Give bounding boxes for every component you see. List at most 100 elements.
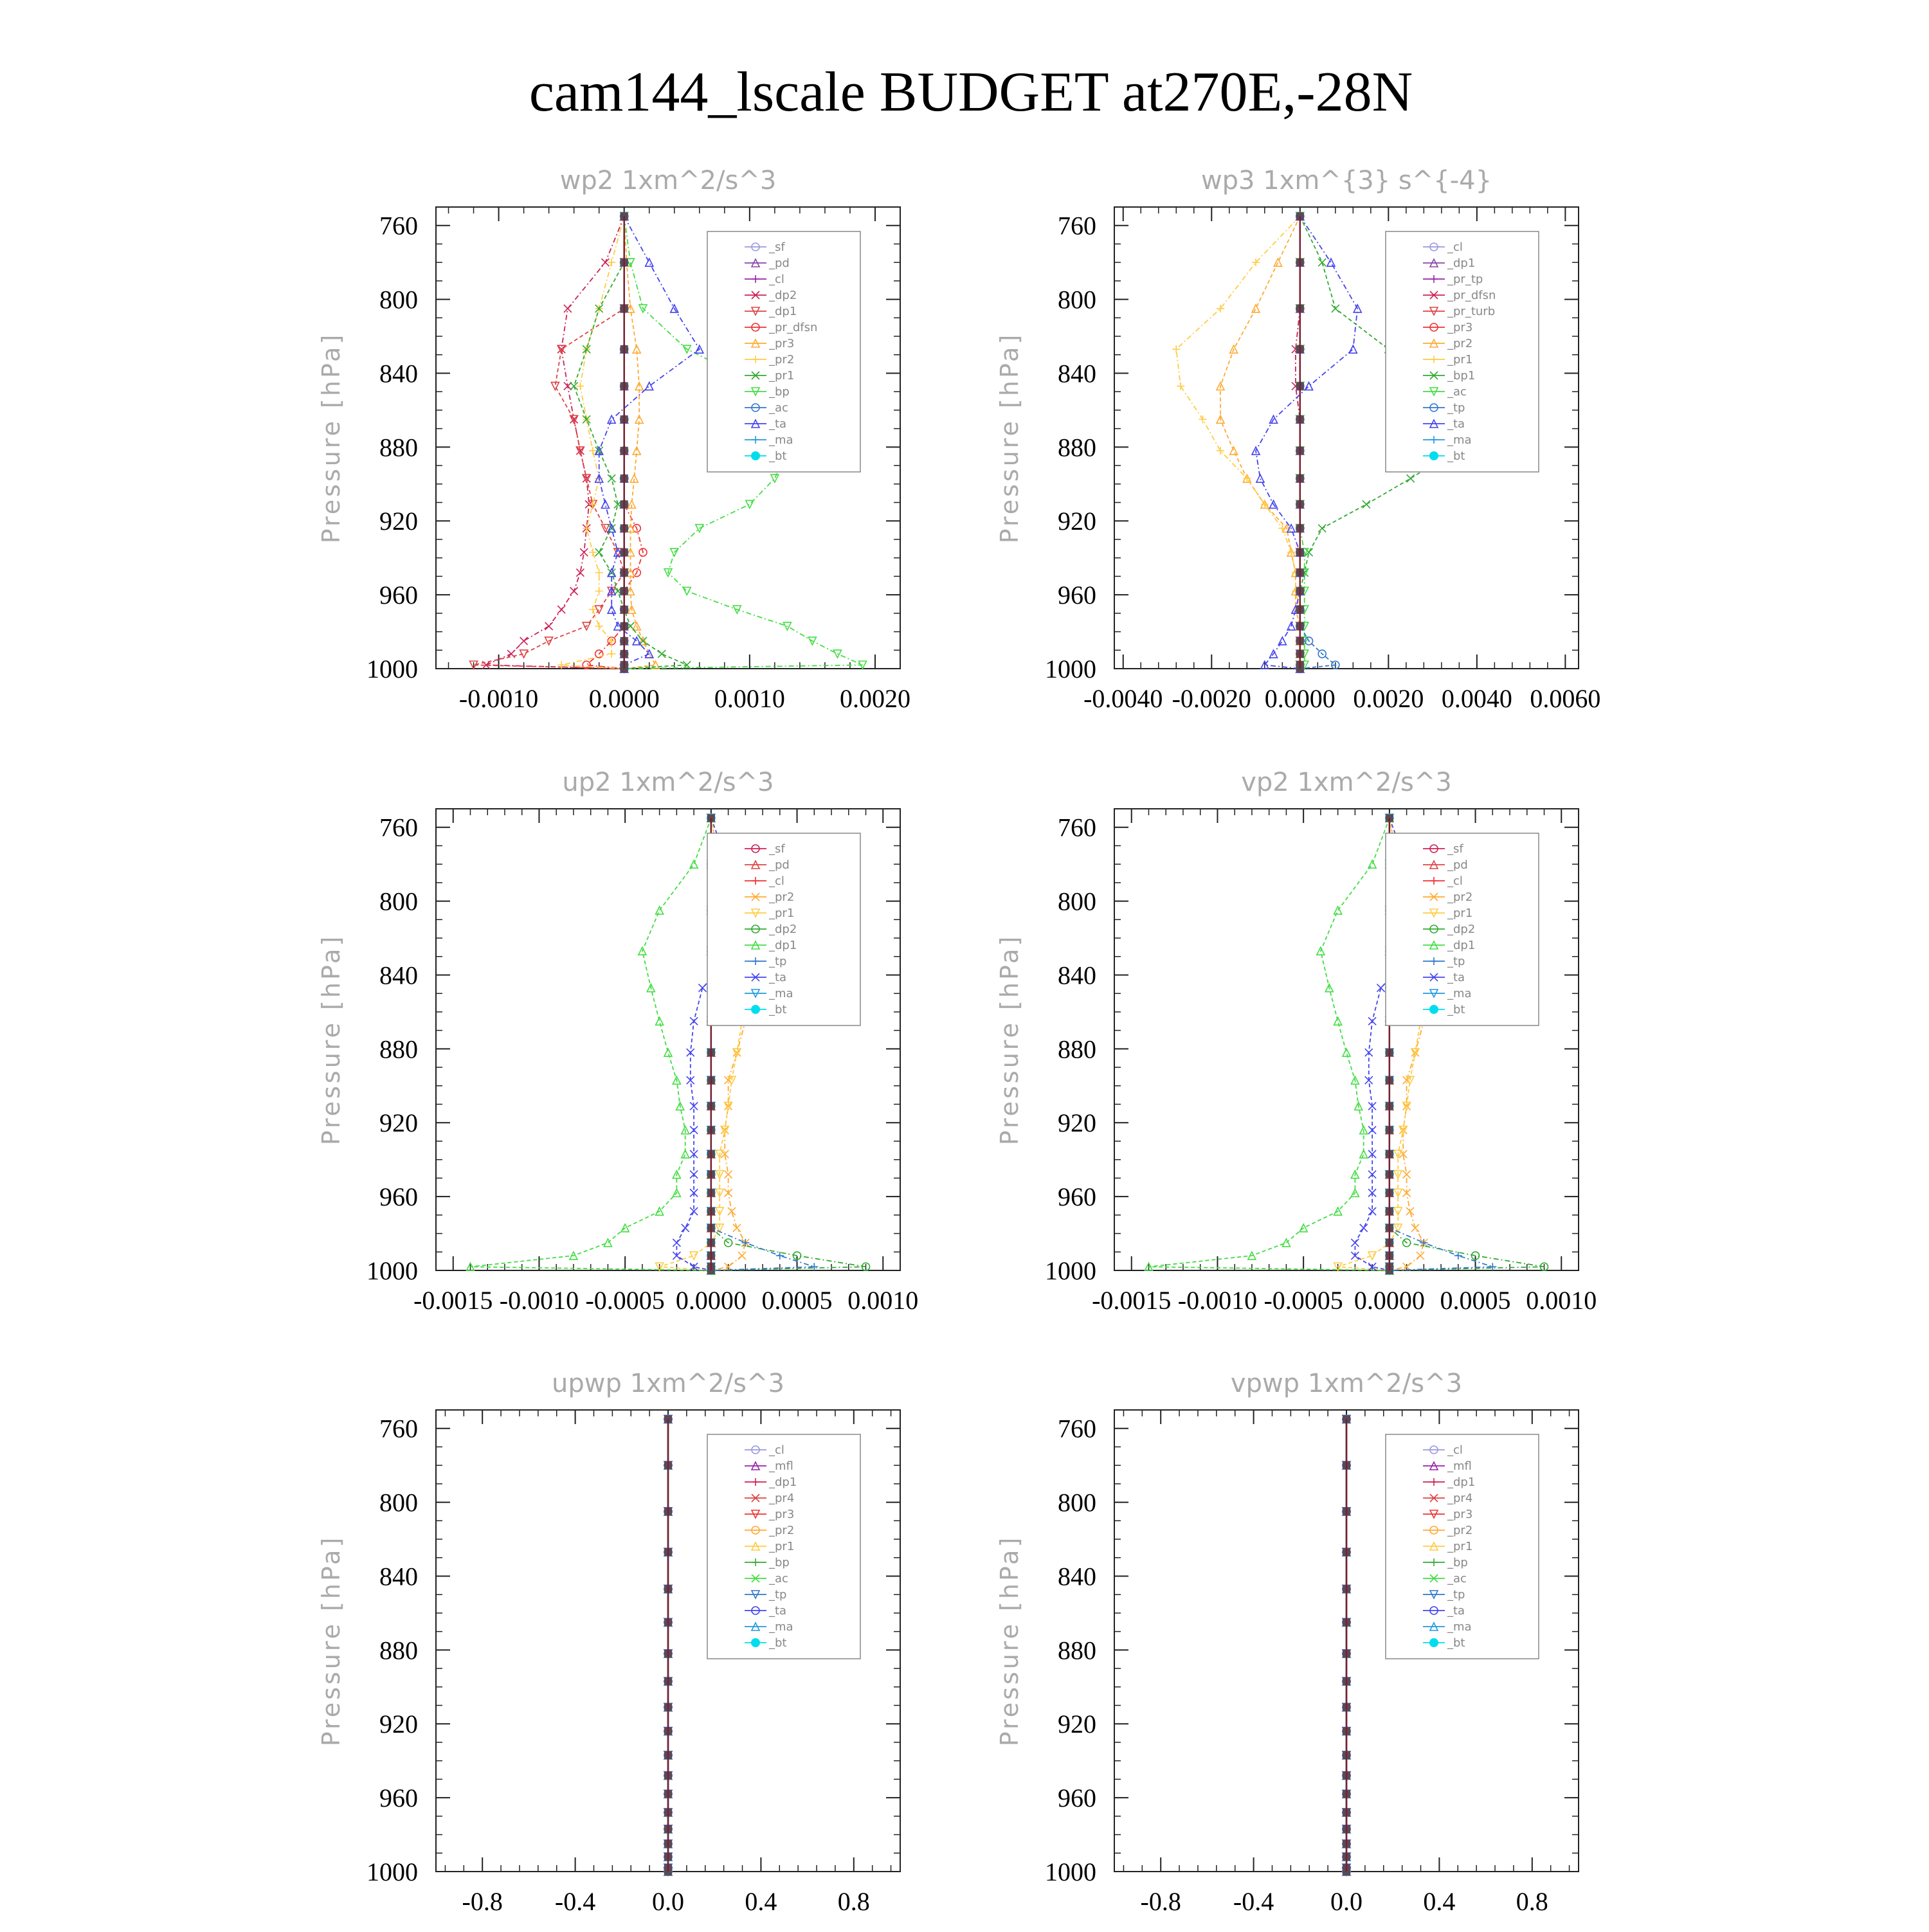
legend-label: _bp (768, 1556, 790, 1569)
series-point-ta (1286, 523, 1296, 533)
legend-marker (1429, 989, 1439, 998)
legend-label: _tp (1447, 1588, 1465, 1602)
x-tick-label: -0.0015 (1092, 1286, 1171, 1315)
legend-label: _bt (1447, 1636, 1465, 1650)
legend-label: _dp2 (768, 289, 797, 302)
x-tick-label: -0.0005 (1263, 1286, 1343, 1315)
legend-marker (752, 1478, 759, 1486)
legend-label: _ta (1447, 971, 1465, 984)
series-point-dp2 (563, 382, 572, 391)
y-tick-label: 760 (379, 1414, 418, 1443)
legend-label: _tp (1447, 401, 1465, 415)
series-point-ta (689, 1170, 698, 1179)
y-tick-label: 920 (1058, 507, 1096, 536)
panel-title: wp3 1xm^{3} s^{-4} (1201, 166, 1492, 195)
series-point-pr3 (634, 414, 644, 424)
chart-panel-4: vp2 1xm^2/s^3 Pressure [hPa] 760 800 840 880 9… (995, 768, 1597, 1315)
series-point-dp1 (675, 1101, 685, 1111)
series-point-dp1 (1333, 905, 1343, 915)
series-point-ta (1348, 344, 1358, 354)
legend-label: _bp1 (1447, 369, 1475, 383)
x-tick-label: 0.4 (1423, 1887, 1455, 1916)
legend-box (707, 1434, 861, 1659)
series-point-pr2 (595, 622, 603, 630)
series-point-pr1 (1393, 1150, 1403, 1159)
panel-title: vpwp 1xm^2/s^3 (1231, 1369, 1462, 1398)
legend-marker (1429, 844, 1438, 853)
legend-label: _pr1 (1447, 907, 1472, 920)
series-point-dp2 (792, 1251, 802, 1260)
series-point-dp1 (1247, 1250, 1257, 1260)
legend-label: _pr1 (1447, 353, 1472, 366)
legend-marker (1429, 242, 1438, 251)
series-point-dp2 (575, 446, 584, 455)
legend-marker (1429, 307, 1439, 316)
series-point-dp2 (570, 586, 579, 595)
legend-marker (1430, 1558, 1438, 1566)
series-point-ta (689, 1016, 698, 1025)
legend-label: _pr3 (768, 1508, 794, 1521)
legend-label: _cl (1447, 240, 1463, 254)
series-point-pr2 (608, 636, 616, 645)
legend-label: _pr3 (1447, 321, 1472, 334)
legend-marker (750, 419, 761, 428)
legend-marker (751, 291, 760, 300)
series-point-pr3 (631, 344, 642, 354)
legend-marker (1429, 1005, 1438, 1014)
series-point-pr1 (595, 304, 604, 313)
series-point-ta (613, 547, 623, 557)
plot-frame (435, 808, 901, 1271)
legend-label: _ac (1447, 385, 1467, 399)
series-point-bp (669, 548, 680, 557)
plot-frame (1114, 206, 1579, 669)
series-point-dp1 (655, 1016, 664, 1026)
legend-marker (751, 892, 760, 901)
legend-marker (751, 451, 760, 460)
series-point-ta (1251, 446, 1261, 455)
x-tick-label: 0.0010 (847, 1286, 918, 1315)
y-tick-label: 760 (379, 212, 418, 240)
legend-label: _ac (768, 1572, 788, 1585)
series-point-dp1 (601, 523, 610, 534)
legend-label: _mfl (1447, 1459, 1472, 1473)
series-point-ta (1286, 621, 1296, 631)
legend-label: _pr1 (768, 907, 794, 920)
series-point-ta (606, 523, 617, 533)
series-point-ta (686, 1048, 695, 1057)
series-point-pr1 (1172, 345, 1181, 354)
y-tick-label: 800 (379, 1488, 418, 1517)
series-point-dp1 (466, 1261, 475, 1272)
series-point-bp (663, 568, 673, 578)
series-point-bp1 (1318, 524, 1327, 533)
legend-marker (752, 275, 759, 283)
x-tick-label: 0.0000 (1265, 684, 1336, 713)
legend-label: _ta (768, 971, 786, 984)
series-point-dp2 (570, 415, 579, 424)
legend-marker (751, 925, 760, 934)
legend-marker (752, 957, 759, 965)
x-tick-label: 0.0005 (762, 1286, 833, 1315)
legend-label: _ta (1447, 1604, 1465, 1618)
chart-panel-1: wp2 1xm^2/s^3 Pressure [hPa] 760 800 840 880 9… (317, 166, 910, 713)
legend-marker (752, 436, 759, 444)
legend-label: _dp1 (768, 305, 797, 318)
series-point-pr3 (627, 604, 637, 614)
y-tick-label: 960 (379, 581, 418, 609)
legend-label: _dp2 (1447, 923, 1475, 936)
series-point-pr_dfsn (638, 548, 648, 557)
series-point-pr2 (1402, 1101, 1411, 1110)
y-tick-label: 920 (1058, 1108, 1096, 1137)
x-tick-label: 0.0005 (1440, 1286, 1511, 1315)
panel-title: upwp 1xm^2/s^3 (552, 1369, 784, 1398)
series-point-ta (1364, 1076, 1373, 1085)
series-point-dp1 (680, 1149, 691, 1159)
legend-marker (1429, 1621, 1439, 1631)
legend-label: _pr_turb (1447, 305, 1495, 318)
legend-label: _pr2 (1447, 1524, 1472, 1537)
series-line-dp2 (1389, 818, 1544, 1271)
series-point-pr1 (1393, 1188, 1403, 1198)
legend-marker (1429, 338, 1439, 348)
legend-marker (751, 371, 760, 380)
series-point-tp (1304, 636, 1314, 646)
x-tick-label: 0.0020 (1353, 684, 1424, 713)
